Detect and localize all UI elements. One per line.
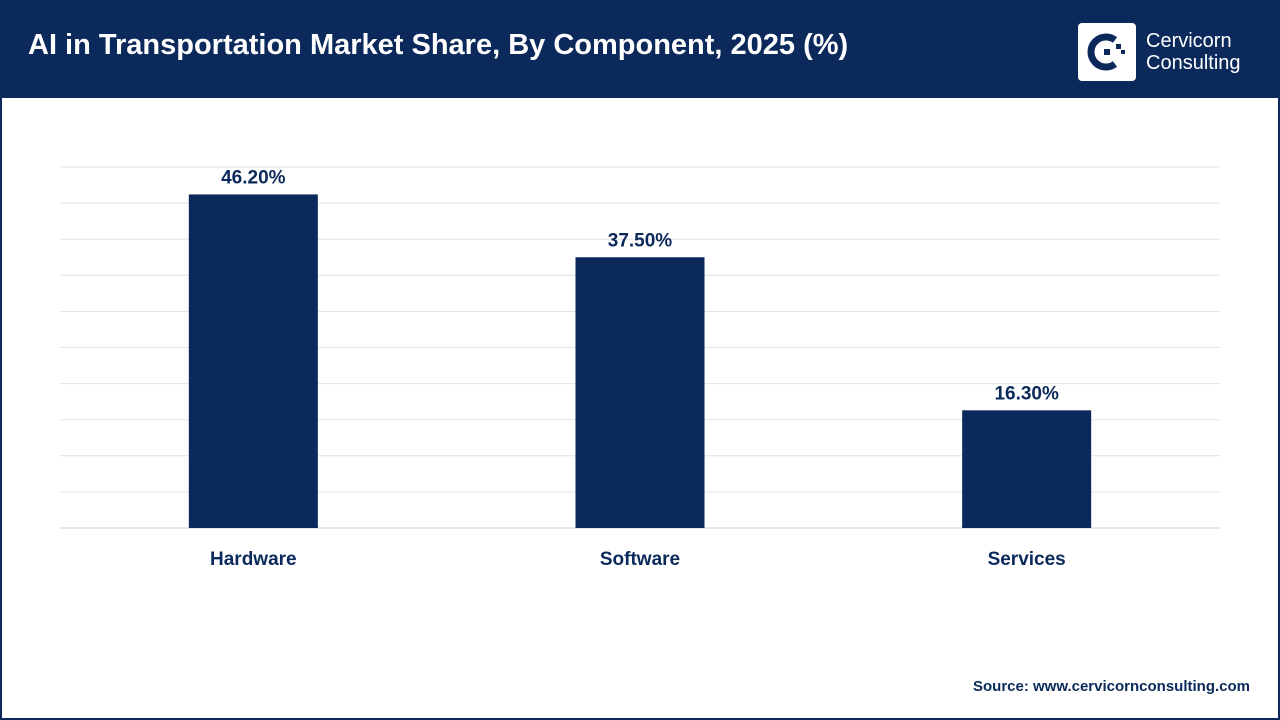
data-label: 37.50% [608, 230, 673, 251]
logo-line-1: Cervicorn [1146, 30, 1232, 52]
bar-hardware [188, 194, 318, 528]
logo-text: Cervicorn Consulting [1146, 30, 1241, 74]
source-note: Source: www.cervicornconsulting.com [972, 678, 1250, 695]
cervicorn-logo-icon [1078, 23, 1136, 81]
data-label: 16.30% [994, 383, 1059, 404]
page-title: AI in Transportation Market Share, By Co… [28, 29, 849, 61]
header-bar: AI in Transportation Market Share, By Co… [2, 2, 1278, 98]
bar-services [962, 410, 1092, 528]
x-tick-label: Services [988, 549, 1066, 570]
data-label: 46.20% [221, 167, 286, 188]
x-tick-label: Software [600, 549, 680, 570]
logo-line-2: Consulting [1146, 52, 1241, 74]
bar-software [575, 257, 705, 528]
brand-logo: Cervicorn Consulting [1078, 23, 1241, 81]
x-tick-label: Hardware [210, 549, 297, 570]
